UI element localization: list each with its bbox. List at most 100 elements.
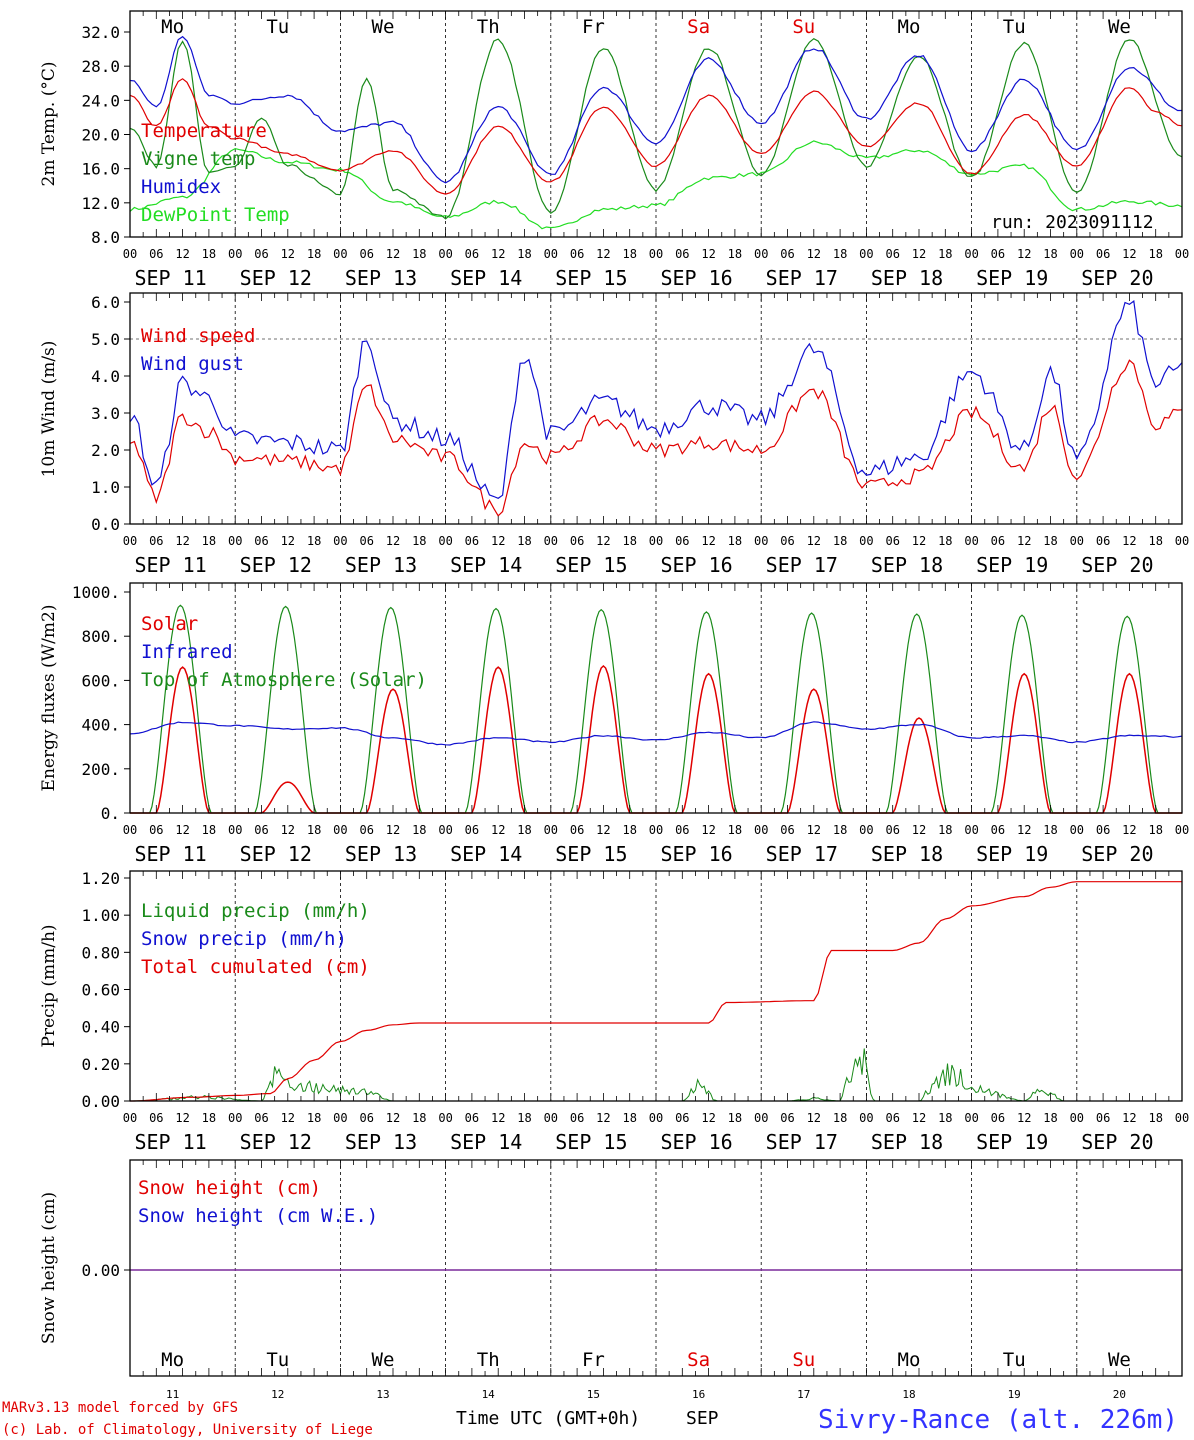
weekday-label: We (1108, 16, 1131, 38)
date-label: SEP 11 (134, 842, 206, 866)
hour-tick-label: 12 (912, 1111, 926, 1125)
hour-tick-label: 00 (754, 247, 768, 261)
hour-tick-label: 06 (465, 247, 479, 261)
legend-entry: Snow height (cm W.E.) (138, 1205, 378, 1227)
date-label: SEP 13 (345, 266, 417, 290)
hour-tick-label: 12 (701, 534, 715, 548)
series-line-wind-gust (129, 300, 1183, 499)
hour-tick-label: 06 (1096, 823, 1110, 837)
date-label: SEP 19 (976, 842, 1048, 866)
day-number: 18 (902, 1388, 915, 1401)
legend-entry: Snow precip (mm/h) (141, 928, 347, 950)
hour-tick-label: 00 (754, 534, 768, 548)
hour-tick-label: 12 (491, 1111, 505, 1125)
hour-tick-label: 12 (596, 823, 610, 837)
date-label: SEP 18 (871, 842, 943, 866)
y-tick-label: 24.0 (81, 91, 120, 110)
date-label: SEP 15 (555, 842, 627, 866)
hour-tick-label: 00 (438, 1111, 452, 1125)
date-label: SEP 16 (660, 266, 732, 290)
weekday-label: We (1108, 1349, 1131, 1371)
hour-tick-label: 06 (149, 247, 163, 261)
y-tick-label: 1.0 (91, 478, 120, 497)
hour-tick-label: 00 (544, 1111, 558, 1125)
hour-tick-label: 18 (307, 823, 321, 837)
hour-tick-label: 06 (780, 247, 794, 261)
date-label: SEP 15 (555, 266, 627, 290)
hour-tick-label: 00 (1070, 534, 1084, 548)
hour-tick-label: 00 (1070, 1111, 1084, 1125)
hour-tick-label: 00 (649, 823, 663, 837)
hour-tick-label: 06 (991, 534, 1005, 548)
date-label: SEP 12 (240, 842, 312, 866)
hour-tick-label: 06 (149, 1111, 163, 1125)
hour-tick-label: 06 (885, 1111, 899, 1125)
hour-tick-label: 18 (202, 823, 216, 837)
hour-tick-label: 12 (281, 247, 295, 261)
hour-tick-label: 12 (701, 1111, 715, 1125)
hour-tick-label: 00 (544, 823, 558, 837)
date-label: SEP 17 (766, 266, 838, 290)
date-label: SEP 17 (766, 1130, 838, 1154)
weekday-label: Tu (266, 1349, 289, 1371)
hour-tick-label: 18 (728, 247, 742, 261)
hour-tick-label: 18 (412, 247, 426, 261)
date-label: SEP 13 (345, 842, 417, 866)
weekday-label: Tu (266, 16, 289, 38)
hour-tick-label: 18 (938, 823, 952, 837)
y-axis-label: Energy fluxes (W/m2) (39, 605, 59, 792)
hour-tick-label: 06 (885, 823, 899, 837)
hour-tick-label: 12 (386, 1111, 400, 1125)
hour-tick-label: 18 (1148, 1111, 1162, 1125)
y-tick-label: 400. (81, 716, 120, 735)
legend-entry: Infrared (141, 641, 233, 663)
hour-tick-label: 18 (833, 534, 847, 548)
day-number: 12 (271, 1388, 284, 1401)
series-line-dewpoint-temp (129, 140, 1183, 230)
weekday-label: Mo (161, 16, 184, 38)
weekday-label: Su (792, 1349, 815, 1371)
hour-tick-label: 00 (333, 247, 347, 261)
hour-tick-label: 00 (123, 247, 137, 261)
hour-tick-label: 12 (175, 247, 189, 261)
date-label: SEP 14 (450, 266, 522, 290)
hour-tick-label: 12 (175, 1111, 189, 1125)
y-tick-label: 32.0 (81, 23, 120, 42)
y-tick-label: 0.80 (81, 943, 120, 962)
hour-tick-label: 18 (728, 534, 742, 548)
hour-tick-label: 12 (807, 534, 821, 548)
day-number: 11 (166, 1388, 179, 1401)
legend-entry: Temperature (141, 120, 267, 142)
y-axis-label: Precip (mm/h) (39, 924, 59, 1047)
hour-tick-label: 18 (412, 823, 426, 837)
date-label: SEP 19 (976, 553, 1048, 577)
hour-tick-label: 06 (149, 823, 163, 837)
y-tick-label: 0.40 (81, 1018, 120, 1037)
hour-tick-label: 06 (149, 534, 163, 548)
hour-tick-label: 18 (1148, 247, 1162, 261)
hour-tick-label: 00 (964, 247, 978, 261)
date-label: SEP 12 (240, 266, 312, 290)
hour-tick-label: 06 (465, 1111, 479, 1125)
y-tick-label: 0.0 (91, 515, 120, 534)
hour-tick-label: 06 (675, 823, 689, 837)
date-label: SEP 13 (345, 1130, 417, 1154)
hour-tick-label: 06 (254, 534, 268, 548)
hour-tick-label: 18 (833, 1111, 847, 1125)
date-label: SEP 17 (766, 842, 838, 866)
date-label: SEP 14 (450, 1130, 522, 1154)
hour-tick-label: 12 (596, 1111, 610, 1125)
grid-layer (130, 11, 1182, 1376)
footer-lab: (c) Lab. of Climatology, University of L… (2, 1422, 373, 1438)
y-tick-label: 16.0 (81, 160, 120, 179)
hour-tick-label: 12 (491, 247, 505, 261)
date-label: SEP 11 (134, 266, 206, 290)
y-tick-label: 5.0 (91, 330, 120, 349)
date-label: SEP 20 (1081, 1130, 1153, 1154)
hour-tick-label: 18 (938, 247, 952, 261)
hour-tick-label: 18 (833, 823, 847, 837)
date-label: SEP 15 (555, 1130, 627, 1154)
date-label: SEP 17 (766, 553, 838, 577)
hour-tick-label: 12 (386, 823, 400, 837)
